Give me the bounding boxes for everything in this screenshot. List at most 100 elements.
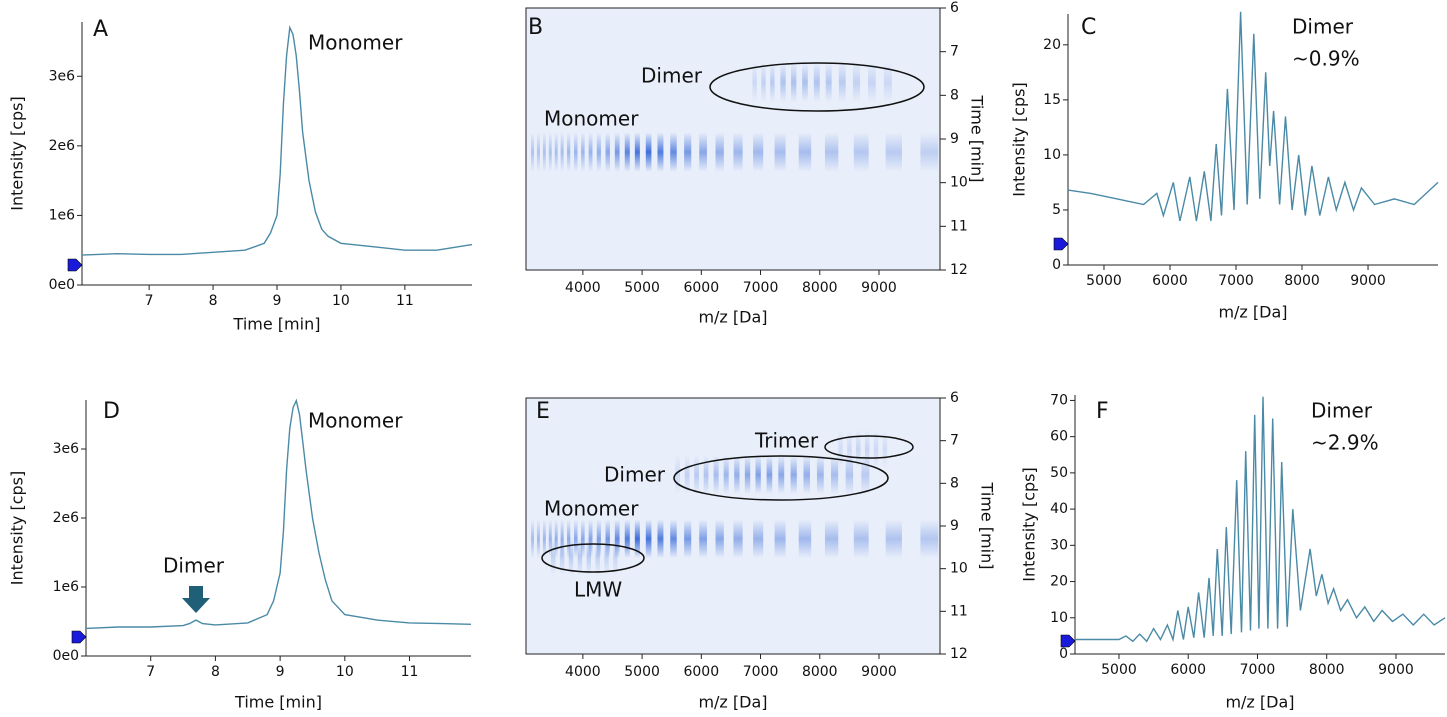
dimer-arrow [182,586,210,613]
band-peak [753,519,764,558]
charge-state-band [838,430,888,469]
band-peak [873,430,879,469]
charge-state-band [752,62,892,102]
y-tick-label: 2e6 [49,138,76,154]
annotation-ellipse [541,543,645,573]
annotation: Monomer [308,31,403,55]
x-tick-label: 8 [209,293,218,309]
band-peak [803,455,810,494]
charge-state-band [531,132,939,172]
band-peak [634,132,640,172]
spectrum-line [81,25,473,256]
y-tick-label: 15 [1043,92,1061,108]
band-peak [752,62,757,102]
band-peak [577,536,583,576]
y-tick-label: 0e0 [53,648,79,664]
annotation: Monomer [544,107,639,131]
band-peak [699,519,707,558]
reference-marker [1060,634,1076,648]
band-peak [675,455,680,494]
y-tick-label: 10 [950,561,968,577]
x-tick-label: 10 [332,293,350,309]
band-peak [861,455,870,494]
spectrum-line [85,398,472,630]
y-tick-label: 1e6 [49,207,76,223]
y-tick-label: 9 [950,131,959,147]
x-axis-label: Time [min] [234,693,322,712]
y-tick-label: 12 [950,262,968,278]
band-peak [694,455,699,494]
annotation-ellipse [709,62,925,112]
panel-label: D [103,399,120,424]
band-peak [586,536,592,576]
y-tick-label: 9 [950,518,959,534]
y-tick-label: 60 [1050,429,1068,445]
band-peak [568,536,574,576]
x-tick-label: 6000 [1152,273,1188,289]
band-peak [613,536,618,576]
band-peak [856,430,861,469]
band-peak [885,519,902,558]
band-peak [573,132,578,172]
band-peak [536,519,540,558]
band-peak [816,455,824,494]
band-peak [634,519,640,558]
band-peak [852,62,861,102]
x-tick-label: 4000 [565,280,601,296]
band-peak [604,536,609,576]
band-peak [744,455,751,494]
annotation: Monomer [308,409,403,433]
band-peak [531,519,534,558]
band-peak [542,132,546,172]
band-peak [624,132,630,172]
band-peak [853,519,869,558]
band-peak [791,62,797,102]
spectrum-line [1067,11,1439,222]
charge-state-band [551,536,618,576]
band-peak [723,455,729,494]
band-peak [699,132,707,172]
annotation: Dimer [163,554,225,578]
y-tick-label: 10 [1050,610,1068,626]
panel-label: A [93,17,108,42]
band-peak [885,132,902,172]
x-axis-label: m/z [Da] [698,693,767,712]
annotation: LMW [574,578,622,602]
y-axis-label: Time [min] [968,95,987,183]
x-tick-label: 7000 [743,664,779,680]
y-tick-label: 20 [1050,574,1068,590]
panel-label: C [1081,15,1096,40]
band-peak [824,132,839,172]
band-peak [790,455,797,494]
annotation: Dimer [641,64,703,88]
band-peak [542,519,546,558]
y-tick-label: 0 [1052,257,1061,273]
x-tick-label: 6000 [683,664,719,680]
y-tick-label: 20 [1043,37,1061,53]
band-peak [831,455,839,494]
x-tick-label: 9 [273,293,282,309]
band-peak [920,519,939,558]
annotation: Dimer [1292,15,1354,39]
band-peak [560,132,564,172]
band-peak [684,455,690,494]
band-peak [645,132,652,172]
band-peak [715,132,724,172]
y-tick-label: 30 [1050,537,1068,553]
x-tick-label: 5000 [624,280,660,296]
band-peak [548,132,552,172]
x-tick-label: 7000 [743,280,779,296]
y-axis-label: Time [min] [978,482,997,570]
band-peak [645,519,652,558]
band-peak [536,132,540,172]
band-peak [766,455,773,494]
band-peak [670,519,677,558]
band-peak [838,62,846,102]
x-tick-label: 8 [211,664,220,680]
annotation: Trimer [754,429,819,453]
x-tick-label: 9000 [861,280,897,296]
x-tick-label: 7000 [1218,273,1254,289]
annotation: Monomer [544,497,639,521]
x-axis-label: m/z [Da] [698,308,767,327]
